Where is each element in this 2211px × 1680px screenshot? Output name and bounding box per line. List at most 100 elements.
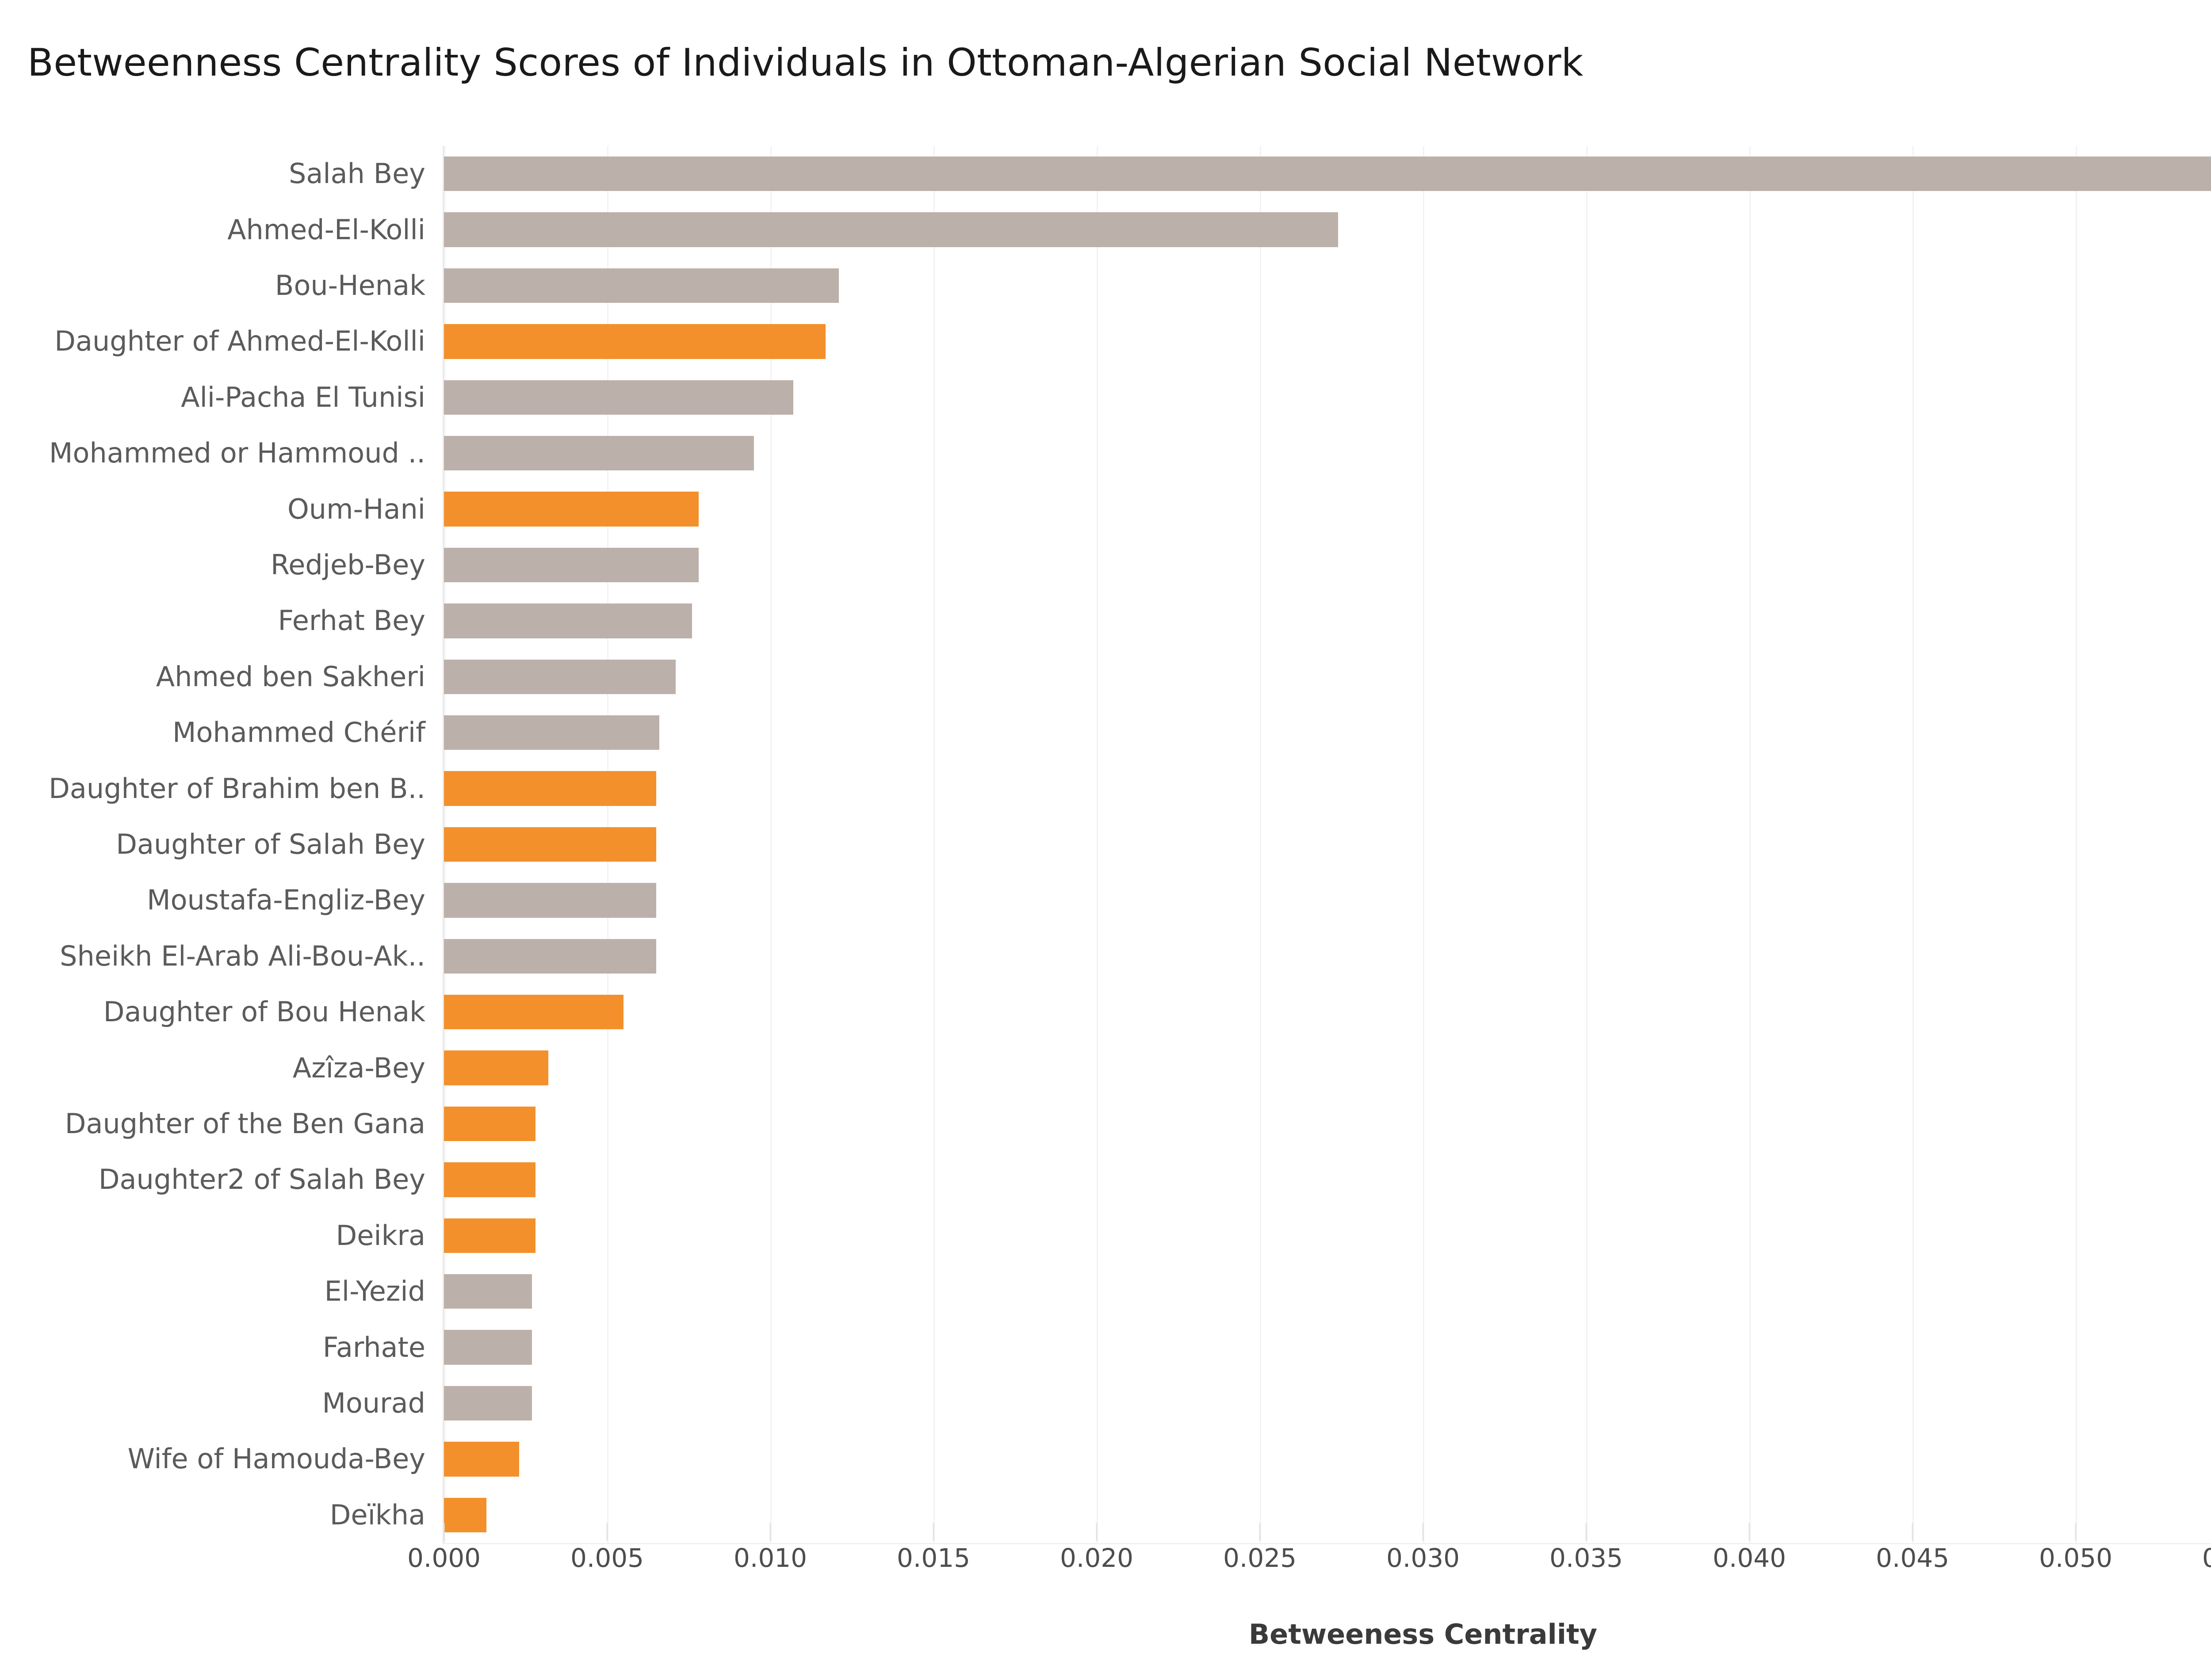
gridline [933,146,935,1543]
bar-row[interactable] [444,1106,2211,1142]
bar-row[interactable] [444,995,2211,1030]
gridline [1423,146,1424,1543]
bar-woman[interactable] [444,995,624,1030]
bar-man[interactable] [444,268,839,303]
bar-man[interactable] [444,157,2211,191]
x-tick-label: 0.020 [1060,1543,1134,1573]
bar-row[interactable] [444,1218,2211,1253]
x-tick-mark [1422,1523,1424,1541]
bar-row[interactable] [444,1162,2211,1197]
bar-row[interactable] [444,939,2211,974]
y-axis-label: Daughter of Salah Bey [116,828,425,860]
bar-woman[interactable] [444,492,699,527]
y-axis-label: Daughter of Ahmed-El-Kolli [54,325,425,358]
bar-woman[interactable] [444,1162,536,1197]
y-axis-label: Deïkha [329,1498,425,1531]
bar-row[interactable] [444,492,2211,527]
y-axis-label: Wife of Hamouda-Bey [127,1443,425,1475]
bar-man[interactable] [444,659,676,694]
y-axis-label: Deikra [336,1219,426,1252]
y-axis-label: Daughter of Bou Henak [103,996,425,1028]
bar-man[interactable] [444,715,660,750]
bar-man[interactable] [444,1274,532,1309]
y-axis-label: Sheikh El-Arab Ali-Bou-Ak.. [60,939,425,972]
y-axis-label: Salah Bey [289,157,425,190]
x-tick-label: 0.045 [1875,1543,1950,1573]
bar-woman[interactable] [444,1050,549,1085]
x-tick-label: 0.055 [2202,1543,2211,1573]
x-tick-mark [1259,1523,1261,1541]
bar-row[interactable] [444,547,2211,583]
bar-row[interactable] [444,715,2211,750]
bar-woman[interactable] [444,827,656,862]
y-axis-label: Ahmed ben Sakheri [156,660,425,693]
y-axis-label: Bou-Henak [275,269,425,302]
bar-row[interactable] [444,771,2211,806]
bar-row[interactable] [444,1274,2211,1309]
bar-man[interactable] [444,939,656,974]
bar-woman[interactable] [444,1106,536,1142]
bar-woman[interactable] [444,1218,536,1253]
bar-row[interactable] [444,1386,2211,1421]
gridline [1913,146,1914,1543]
x-tick-mark [933,1523,934,1541]
gridline [770,146,772,1543]
bar-row[interactable] [444,212,2211,247]
x-axis-line [443,1543,2211,1544]
gridline [1097,146,1098,1543]
bar-man[interactable] [444,1330,532,1365]
bar-row[interactable] [444,883,2211,918]
bar-man[interactable] [444,1386,532,1421]
bars-layer [444,146,2211,1543]
y-axis-labels: Salah Bey Ahmed-El-Kolli Bou-Henak Daughter… [0,146,435,1543]
bar-woman[interactable] [444,324,826,359]
y-axis-label: Daughter of the Ben Gana [65,1107,425,1140]
bar-woman[interactable] [444,1442,519,1477]
y-axis-label: Mohammed or Hammoud .. [49,437,425,470]
bar-row[interactable] [444,1330,2211,1365]
x-tick-mark [1748,1523,1750,1541]
chart-title: Betweenness Centrality Scores of Individ… [27,41,1584,85]
bar-row[interactable] [444,268,2211,303]
y-axis-label: Ferhat Bey [278,604,426,637]
bar-row[interactable] [444,380,2211,415]
x-tick-label: 0.000 [407,1543,481,1573]
bar-man[interactable] [444,212,1339,247]
bar-woman[interactable] [444,1497,486,1532]
bar-row[interactable] [444,659,2211,694]
bar-man[interactable] [444,603,692,638]
bar-row[interactable] [444,1497,2211,1532]
gridline [1749,146,1751,1543]
y-axis-label: Oum-Hani [287,493,425,525]
bar-row[interactable] [444,324,2211,359]
y-axis-label: Farhate [322,1331,425,1363]
x-axis-ticks: 0.000 0.005 0.010 0.015 0.020 0.025 0.030 0.035… [407,1523,2211,1598]
bar-man[interactable] [444,436,754,471]
x-tick-label: 0.040 [1712,1543,1786,1573]
bar-row[interactable] [444,157,2211,191]
y-axis-label: Redjeb-Bey [270,549,425,581]
gridline [2076,146,2077,1543]
bar-row[interactable] [444,827,2211,862]
x-tick-label: 0.050 [2039,1543,2113,1573]
x-tick-mark [1585,1523,1587,1541]
y-axis-label: Azîza-Bey [292,1051,425,1084]
bar-man[interactable] [444,883,656,918]
bar-row[interactable] [444,603,2211,638]
x-tick-label: 0.010 [733,1543,807,1573]
x-tick-label: 0.015 [896,1543,971,1573]
plot-area [443,146,2211,1544]
bar-row[interactable] [444,1442,2211,1477]
bar-row[interactable] [444,436,2211,471]
bar-man[interactable] [444,547,699,583]
y-axis-label: Daughter2 of Salah Bey [98,1163,425,1196]
bar-row[interactable] [444,1050,2211,1085]
bar-man[interactable] [444,380,793,415]
bar-woman[interactable] [444,771,656,806]
y-axis-label: Ali-Pacha El Tunisi [181,381,425,413]
x-tick-mark [606,1523,608,1541]
gridline [1586,146,1587,1543]
x-tick-mark [1096,1523,1098,1541]
y-axis-label: El-Yezid [324,1275,425,1308]
